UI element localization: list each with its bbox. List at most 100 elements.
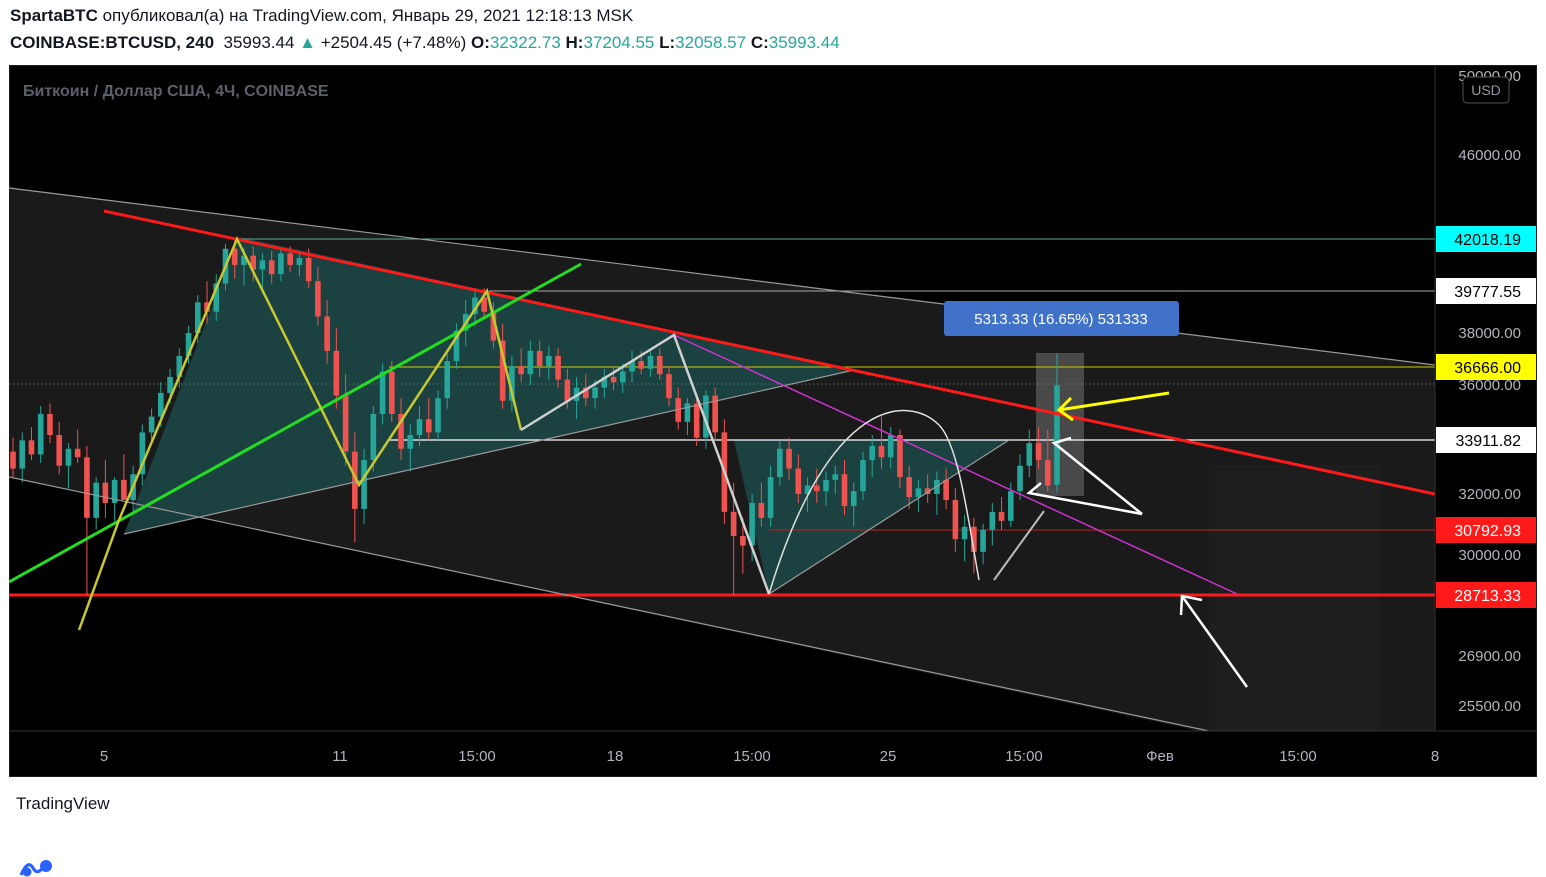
candle-body: [19, 440, 26, 469]
candle-body: [832, 474, 839, 480]
close-value: 35993.44: [768, 33, 840, 52]
candle-body: [518, 366, 524, 375]
price-axis[interactable]: 50000.0046000.0038000.0036000.0032000.00…: [1458, 68, 1521, 715]
candle-body: [980, 529, 986, 552]
candle-body: [795, 468, 802, 494]
measure-range-box: [1036, 353, 1084, 496]
candle-body: [342, 395, 349, 452]
time-tick-label: 15:00: [458, 748, 496, 765]
measure-tooltip[interactable]: 5313.33 (16.65%) 531333: [944, 301, 1179, 336]
candle-body: [361, 460, 367, 509]
candle-body: [943, 479, 949, 500]
candle-body: [296, 257, 303, 265]
candle-body: [74, 448, 81, 458]
candle-body: [758, 502, 765, 518]
candle-body: [841, 474, 848, 506]
magenta-trendline: [673, 334, 1238, 595]
candle-body: [231, 248, 238, 265]
price-tick-label: 38000.00: [1458, 325, 1521, 342]
high-label: H:: [565, 33, 584, 52]
tradingview-logo-icon[interactable]: [19, 857, 55, 877]
candle-body: [509, 366, 515, 401]
white-arrow-diagonal-head-icon: [1179, 594, 1203, 616]
tradingview-brand[interactable]: TradingView: [16, 794, 110, 813]
up-triangle-icon: ▲: [299, 33, 316, 52]
candle-body: [592, 387, 598, 399]
time-tick-label: 25: [880, 748, 897, 765]
candle-body: [813, 485, 820, 492]
price-tick-label: 46000.00: [1458, 147, 1521, 164]
candle-body: [379, 371, 386, 414]
time-tick-label: 8: [1431, 748, 1439, 765]
candle-body: [527, 350, 534, 375]
white-arrow-up-icon: [1051, 436, 1143, 515]
candle-body: [601, 376, 608, 388]
candle-body: [65, 448, 72, 466]
candle-body: [241, 255, 247, 265]
annotations-layer: [9, 187, 1435, 731]
channel-lower-line: [9, 476, 1210, 731]
candle-body: [971, 526, 977, 552]
cup-arc: [768, 409, 980, 595]
price-label-text: 28713.33: [1454, 588, 1521, 605]
candle-body: [1035, 443, 1042, 461]
candle-body: [324, 316, 330, 351]
candle-body: [185, 333, 192, 356]
candle-body: [315, 281, 321, 317]
levels-layer: [9, 238, 1435, 597]
yellow-arrow: [1058, 391, 1170, 412]
publication-line: SpartaBTC опубликовал(а) на TradingView.…: [10, 6, 633, 26]
price-label-box: [1436, 516, 1536, 543]
candle-body: [564, 379, 571, 401]
candle-body: [158, 392, 164, 417]
candle-body: [268, 260, 275, 275]
candle-body: [666, 374, 672, 399]
measure-tooltip-box: [944, 301, 1179, 336]
yellow-arrow-head-icon: [1056, 396, 1074, 422]
candle-body: [583, 387, 589, 399]
candle-body: [388, 371, 395, 414]
time-axis[interactable]: 5 11 15:00 18 15:00 25 15:00 Фев 15:00 8: [100, 748, 1439, 765]
candle-body: [869, 445, 876, 461]
price-label-text: 36666.00: [1454, 360, 1521, 377]
author-name[interactable]: SpartaBTC: [10, 6, 98, 25]
candle-body: [915, 488, 922, 497]
candle-body: [906, 477, 912, 497]
price-label-box: [1436, 277, 1536, 304]
close-label: C:: [750, 33, 769, 52]
candle-body: [333, 350, 340, 396]
candle-body: [887, 435, 894, 458]
candle-body: [749, 502, 755, 546]
candle-body: [204, 302, 210, 312]
candle-body: [370, 413, 377, 461]
price-chart[interactable]: 5313.33 (16.65%) 531333 Биткоин / Доллар…: [9, 65, 1537, 777]
low-value: 32058.57: [675, 33, 747, 52]
candle-body: [638, 361, 645, 369]
candle-body: [767, 477, 774, 518]
support-trendline-green: [9, 262, 582, 584]
candle-body: [416, 419, 423, 436]
candle-body: [37, 413, 44, 455]
price-label-text: 33911.82: [1455, 433, 1521, 450]
price-label-text: 39777.55: [1454, 284, 1521, 301]
candle-body: [684, 403, 691, 422]
price-label-text: 30792.93: [1454, 523, 1521, 540]
price-label-text: 42018.19: [1454, 232, 1521, 249]
candle-body: [998, 511, 1005, 521]
candle-body: [84, 457, 90, 518]
candle-body: [629, 361, 635, 372]
candle-body: [703, 395, 709, 438]
time-tick-label: 15:00: [1005, 748, 1043, 765]
candle-body: [546, 355, 552, 367]
price-tick-label: 30000.00: [1458, 547, 1521, 564]
handle-line: [993, 510, 1045, 581]
price-label-box: [1436, 354, 1536, 380]
triangle-lower-edge: [123, 369, 855, 535]
price-label-box: [1436, 581, 1536, 608]
currency-badge[interactable]: USD: [1462, 76, 1510, 104]
time-tick-label: 15:00: [1279, 748, 1317, 765]
yellow-zigzag: [77, 235, 523, 631]
candle-body: [425, 419, 432, 433]
symbol-name[interactable]: COINBASE:BTCUSD, 240: [10, 33, 215, 52]
candle-body: [176, 355, 183, 377]
